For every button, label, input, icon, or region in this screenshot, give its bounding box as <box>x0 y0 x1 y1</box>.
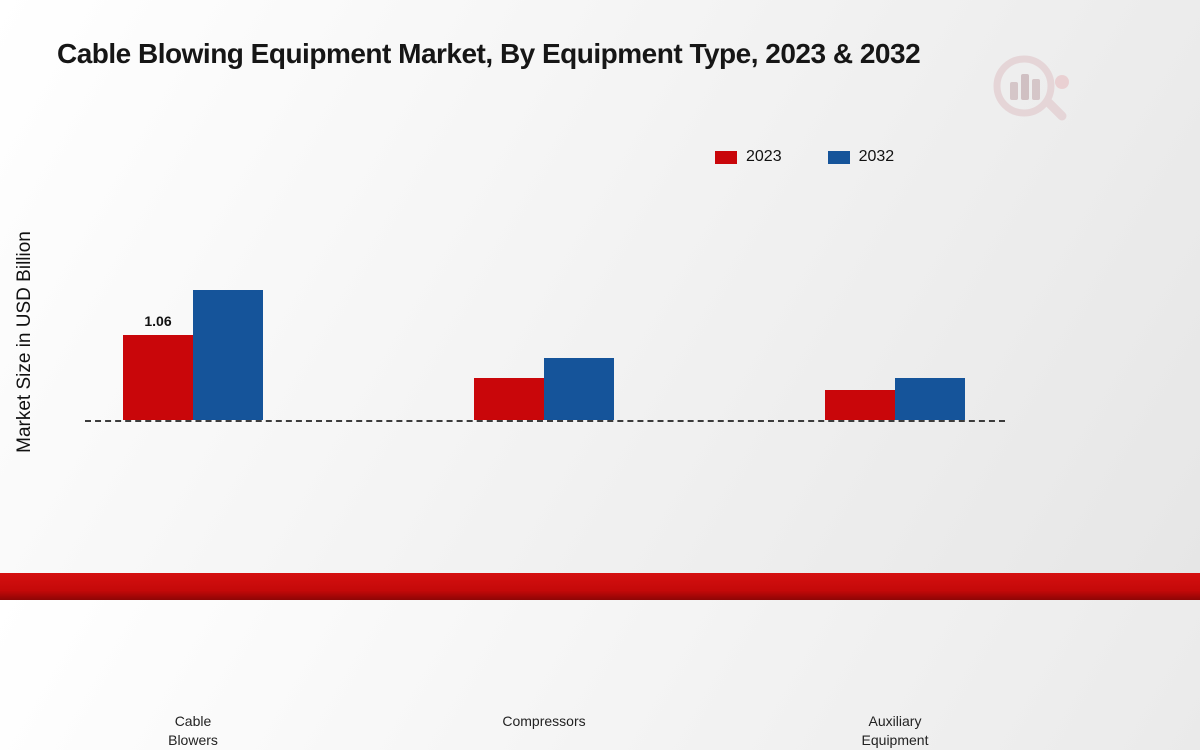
bar-group-auxiliary-equipment: Auxiliary Equipment <box>825 378 965 748</box>
chart-title: Cable Blowing Equipment Market, By Equip… <box>57 38 921 69</box>
legend-item-2032: 2032 <box>827 148 895 166</box>
legend-label-2023: 2023 <box>746 148 782 165</box>
bar-2032-compressors <box>544 358 614 420</box>
data-label-cable-blowers: 1.06 <box>144 313 172 329</box>
bar-2023-auxiliary-equipment <box>825 390 895 420</box>
legend: 2023 2032 <box>715 148 894 166</box>
legend-swatch-2032 <box>827 150 850 164</box>
bars-cable-blowers: 1.06 <box>123 290 263 420</box>
bars-auxiliary-equipment <box>825 378 965 420</box>
plot-area: 1.06 Cable Blowers Compressors Auxiliary Equi… <box>85 140 1005 748</box>
category-label-compressors: Compressors <box>502 713 586 729</box>
bar-2032-auxiliary-equipment <box>895 378 965 420</box>
bar-2023-compressors <box>474 378 544 420</box>
bar-2023-cable-blowers: 1.06 <box>123 313 193 420</box>
category-label-cable-blowers: Cable Blowers <box>168 713 218 748</box>
footer-red-bar <box>0 573 1200 600</box>
bar-group-compressors: Compressors <box>474 358 614 729</box>
bar-group-cable-blowers: 1.06 Cable Blowers <box>123 290 263 748</box>
bars-compressors <box>474 358 614 420</box>
bar-groups: 1.06 Cable Blowers Compressors Auxiliary Equi… <box>85 140 1005 748</box>
x-axis-baseline <box>85 420 1005 422</box>
legend-label-2032: 2032 <box>858 148 895 165</box>
bar-2032-cable-blowers <box>193 290 263 420</box>
market-research-future-logo-watermark <box>990 52 1086 127</box>
y-axis-label: Market Size in USD Billion <box>14 231 35 453</box>
category-label-auxiliary-equipment: Auxiliary Equipment <box>861 713 929 748</box>
legend-item-2023: 2023 <box>715 148 782 166</box>
chart-page: Cable Blowing Equipment Market, By Equip… <box>0 38 1200 748</box>
logo-icon <box>993 55 1069 121</box>
legend-swatch-2023 <box>715 150 737 164</box>
